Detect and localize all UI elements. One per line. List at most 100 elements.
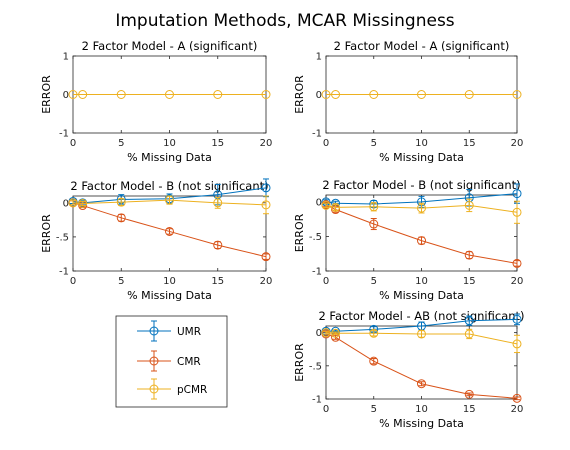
series-line [325,332,518,345]
data-point [512,393,522,403]
data-point [369,356,379,366]
series-pCMR [68,195,271,215]
series-line [72,199,267,206]
series-pCMR [321,328,522,354]
x-tick-label: 15 [463,276,476,287]
x-tick-label: 10 [163,276,176,287]
x-tick-label: 5 [371,138,377,149]
y-tick-label: 0 [316,328,322,339]
x-tick-label: 0 [323,276,329,287]
y-axis-label: ERROR [293,75,306,114]
y-tick-label: -1 [59,267,69,278]
data-point [165,90,174,99]
data-point [464,389,474,399]
data-point [512,189,522,199]
series-pCMR [68,90,271,99]
subplot-4: 0 5 10 15 20-1-.502 Factor Model - B (not si… [293,178,523,302]
subplot-3: 0 5 10 15 20-1-.502 Factor Model - B (not si… [40,178,273,302]
legend-marker [149,356,159,366]
series-line [326,318,518,332]
x-axis-label: % Missing Data [379,289,464,302]
data-point [68,90,78,99]
data-point [321,90,331,99]
x-axis-label: % Missing Data [127,151,212,164]
legend-entry-CMR: CMR [137,350,201,372]
data-point [512,207,522,217]
data-point [331,328,341,338]
x-tick-label: 20 [511,138,524,149]
x-tick-label: 10 [415,276,428,287]
data-point [464,329,474,339]
data-point [165,226,174,236]
y-tick-label: -.5 [309,361,322,372]
legend: UMR CMR pCMR [115,315,228,408]
subplot-title: 2 Factor Model - AB (not significant) [318,309,524,323]
data-point [116,90,126,99]
data-point [321,328,331,338]
data-point [417,329,426,339]
y-tick-label: 1 [63,52,69,63]
figure-title: Imputation Methods, MCAR Missingness [115,11,454,31]
x-tick-label: 0 [70,276,76,287]
y-tick-label: -1 [59,129,69,140]
subplot-title: 2 Factor Model - B (not significant) [322,178,520,192]
data-point [417,203,426,213]
data-point [116,213,126,223]
legend-label: CMR [177,356,201,368]
y-axis-label: ERROR [40,75,53,114]
y-axis-label: ERROR [293,213,306,252]
series-line [72,187,267,204]
data-point [321,200,331,210]
data-point [165,195,174,205]
x-tick-label: 15 [211,276,224,287]
data-point [464,316,474,326]
series-pCMR [321,90,522,99]
data-point [417,90,426,99]
legend-label: pCMR [177,384,207,396]
x-tick-label: 5 [371,276,377,287]
data-point [512,314,522,324]
data-point [261,252,271,262]
series-line [325,204,518,264]
x-tick-label: 15 [463,138,476,149]
x-axis-label: % Missing Data [379,151,464,164]
series-line [325,193,518,205]
subplot-5: 0 5 10 15 20 -1 -.5 0 2 Factor Model - AB (not s… [293,309,525,430]
data-point [261,200,271,210]
x-tick-label: 20 [260,138,273,149]
data-point [512,90,522,99]
subplot-title: 2 Factor Model - A (significant) [334,39,510,53]
legend-label: UMR [177,326,201,338]
legend-marker [149,326,159,336]
data-point [464,90,474,99]
data-point [68,198,78,208]
subplot-title: 2 Factor Model - A (significant) [82,39,258,53]
data-point [116,197,126,207]
x-tick-label: 10 [415,404,428,415]
data-point [78,199,88,208]
data-point [417,379,426,389]
y-tick-label: -1 [312,395,322,406]
x-axis-label: % Missing Data [127,289,212,302]
data-point [78,90,88,99]
legend-entry-UMR: UMR [137,320,201,342]
x-tick-label: 5 [371,404,377,415]
y-tick-label: -1 [312,129,322,140]
legend-box [115,315,228,408]
data-point [369,202,379,212]
data-point [369,328,379,338]
data-point [213,240,223,250]
data-point [261,183,271,193]
data-point [369,90,379,99]
x-tick-label: 20 [260,276,273,287]
x-tick-label: 10 [415,138,428,149]
data-point [213,198,223,208]
data-point [417,236,426,246]
data-point [512,339,522,349]
x-tick-label: 20 [511,404,524,415]
data-point [213,90,223,99]
